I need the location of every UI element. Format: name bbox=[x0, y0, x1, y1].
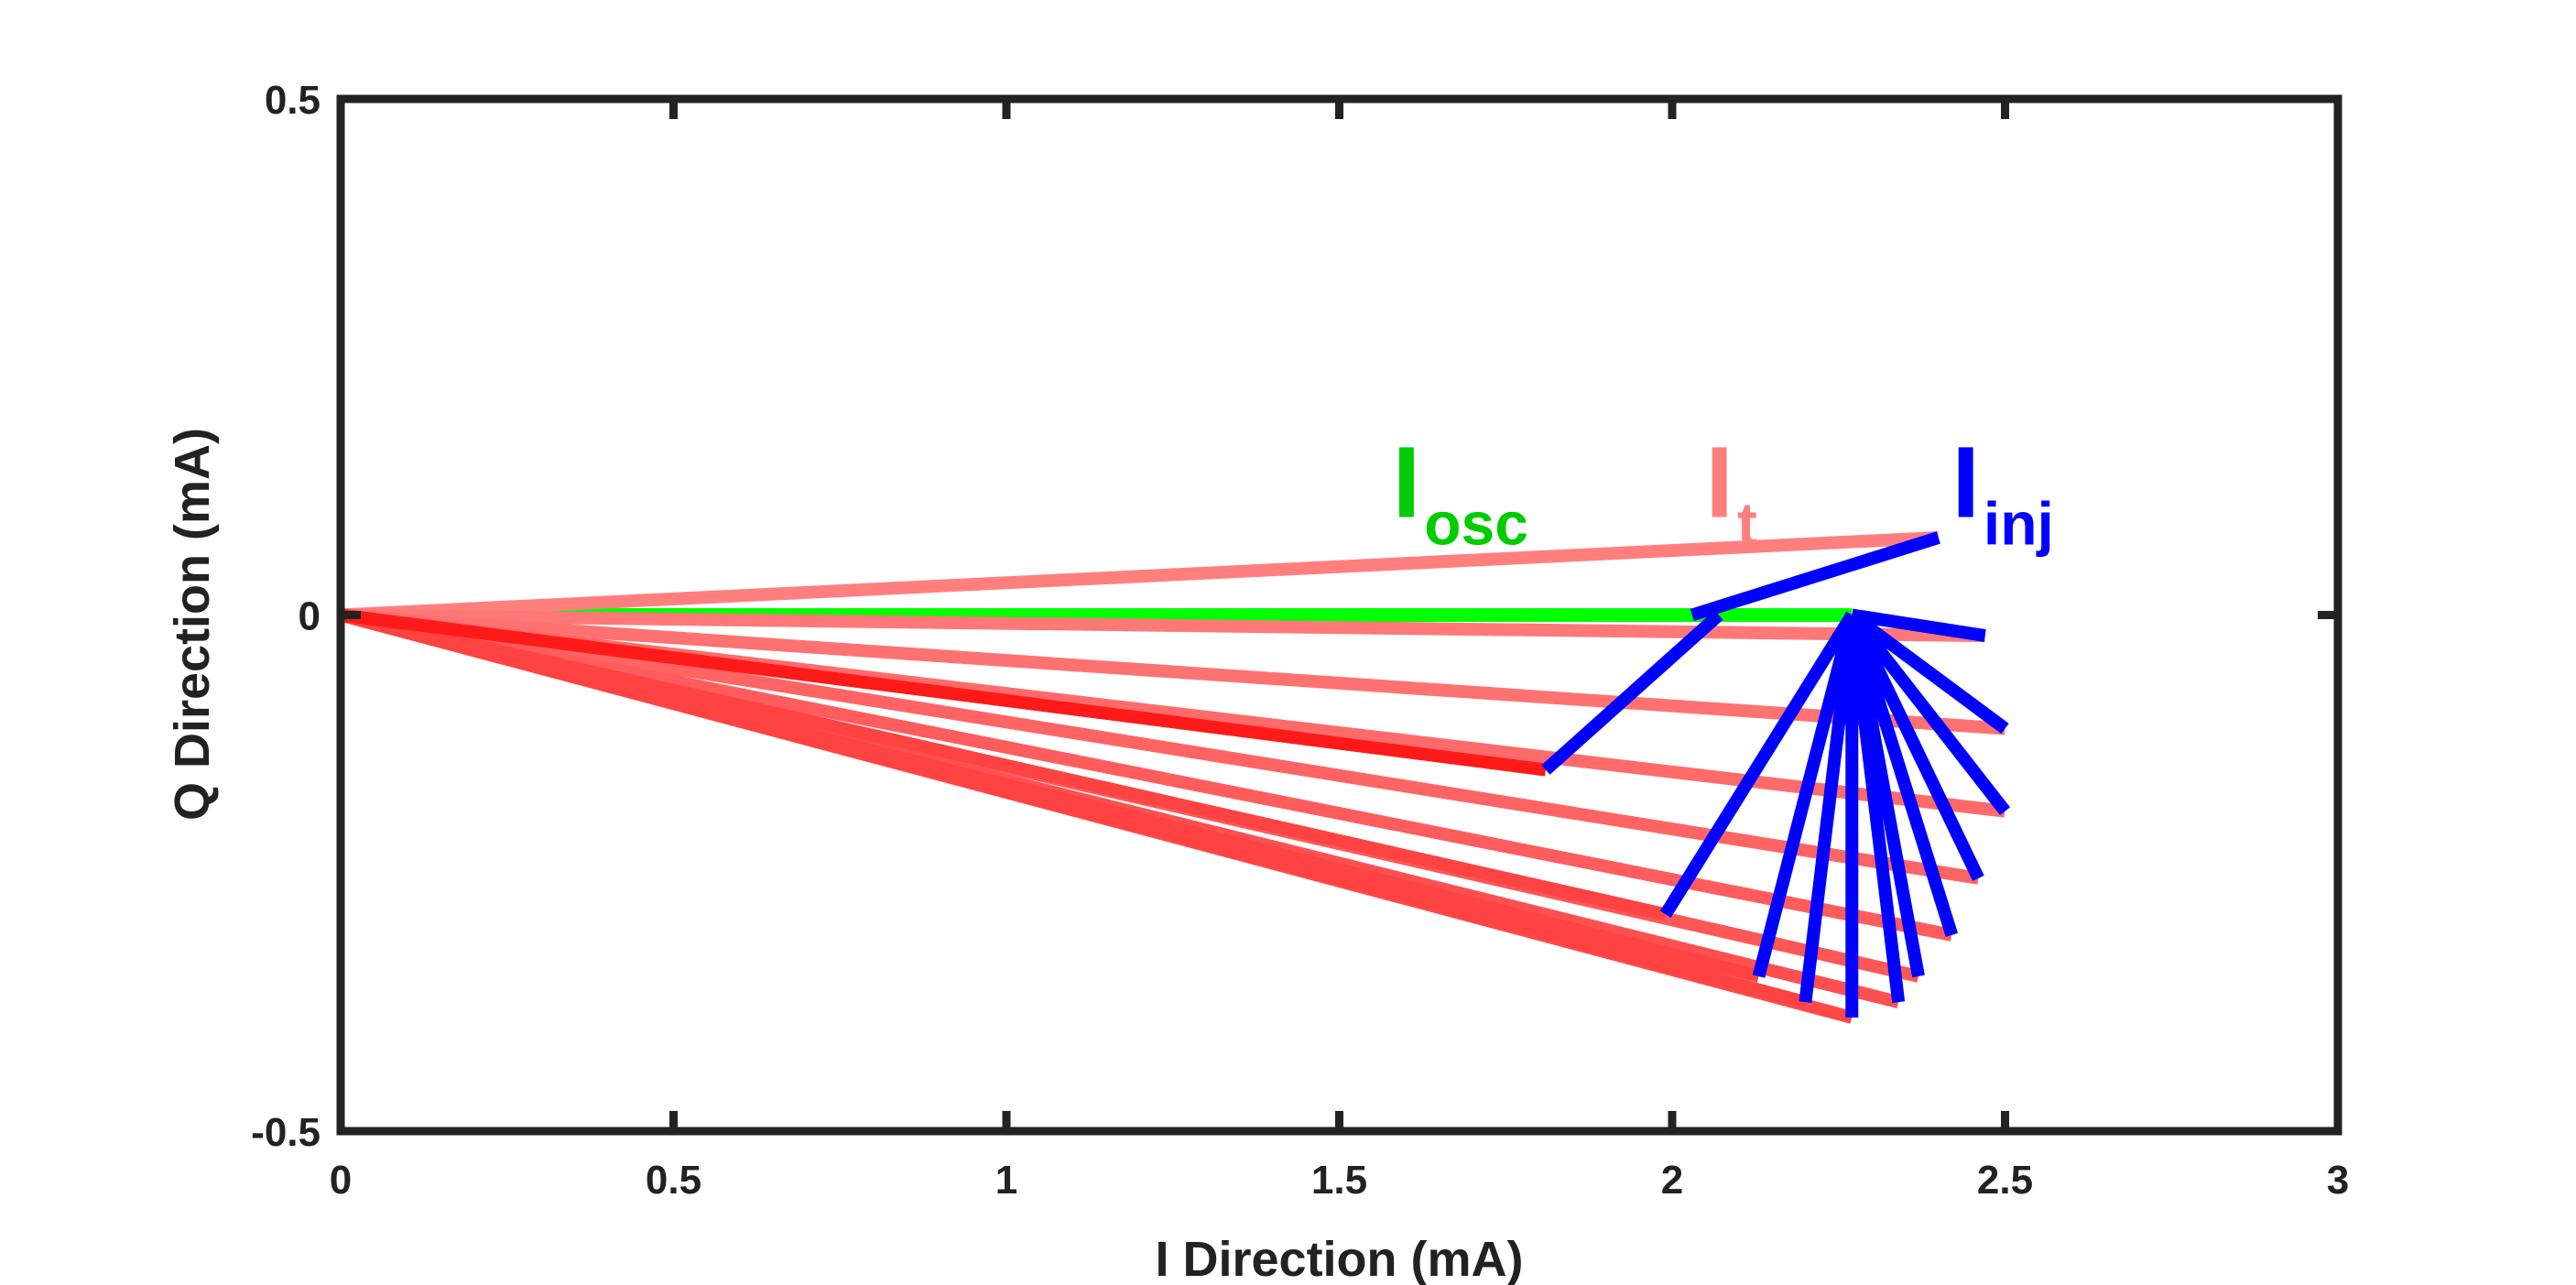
i-t-vector bbox=[339, 608, 1668, 921]
annotation-i-osc: Iosc bbox=[1393, 426, 1528, 557]
annotation-main: I bbox=[1951, 426, 1980, 539]
x-tick-label: 0.5 bbox=[646, 1158, 701, 1203]
i-inj-vector bbox=[1690, 531, 1940, 622]
i-t-vector bbox=[339, 608, 1980, 885]
i-inj-vector bbox=[1846, 611, 2011, 815]
x-tick-label: 2.5 bbox=[1977, 1158, 2033, 1203]
i-inj-vector bbox=[1752, 613, 1859, 978]
annotation-main: I bbox=[1393, 426, 1421, 539]
x-tick-label: 2 bbox=[1661, 1158, 1683, 1203]
y-axis-label: Q Direction (mA) bbox=[165, 428, 220, 821]
annotation-i-inj: Iinj bbox=[1951, 426, 2054, 557]
y-tick-label: 0 bbox=[299, 594, 321, 639]
y-tick-label: -0.5 bbox=[251, 1110, 321, 1155]
i-t-vector bbox=[339, 608, 1761, 983]
i-inj-vector bbox=[1659, 611, 1858, 919]
i-inj-vector bbox=[1541, 610, 1723, 775]
annotation-layer: Iosc It Iinj bbox=[1393, 426, 2054, 557]
annotation-i-t: It bbox=[1705, 426, 1757, 557]
series-i-inj bbox=[1541, 531, 2011, 1018]
x-tick-label: 1 bbox=[995, 1158, 1017, 1203]
i-inj-vector bbox=[1845, 612, 1984, 881]
i-inj-vector bbox=[1845, 614, 1906, 1003]
series-layer bbox=[339, 530, 2011, 1024]
i-t-vector bbox=[340, 608, 2005, 735]
x-axis-label: I Direction (mA) bbox=[1155, 1232, 1523, 1285]
i-t-vector bbox=[340, 608, 1985, 643]
x-tick-label: 1.5 bbox=[1311, 1158, 1367, 1203]
i-inj-vector bbox=[1851, 608, 1986, 642]
y-tick-label: 0.5 bbox=[265, 78, 321, 123]
i-t-vector bbox=[340, 608, 1547, 777]
i-inj-vector bbox=[1848, 609, 2009, 735]
x-tick-label: 3 bbox=[2327, 1158, 2349, 1203]
ticks-layer: 0 0.5 1 1.5 2 2.5 3-0.500.5 bbox=[251, 78, 2349, 1203]
i-t-vector bbox=[340, 530, 1940, 622]
x-tick-label: 0 bbox=[330, 1158, 352, 1203]
annotation-sub: inj bbox=[1984, 489, 2054, 557]
annotation-main: I bbox=[1705, 426, 1734, 539]
annotation-sub: osc bbox=[1424, 489, 1528, 557]
series-i-t bbox=[339, 530, 2006, 1024]
annotation-sub: t bbox=[1737, 489, 1757, 557]
i-inj-vector bbox=[1799, 614, 1859, 1003]
i-inj-vector bbox=[1845, 613, 1959, 937]
